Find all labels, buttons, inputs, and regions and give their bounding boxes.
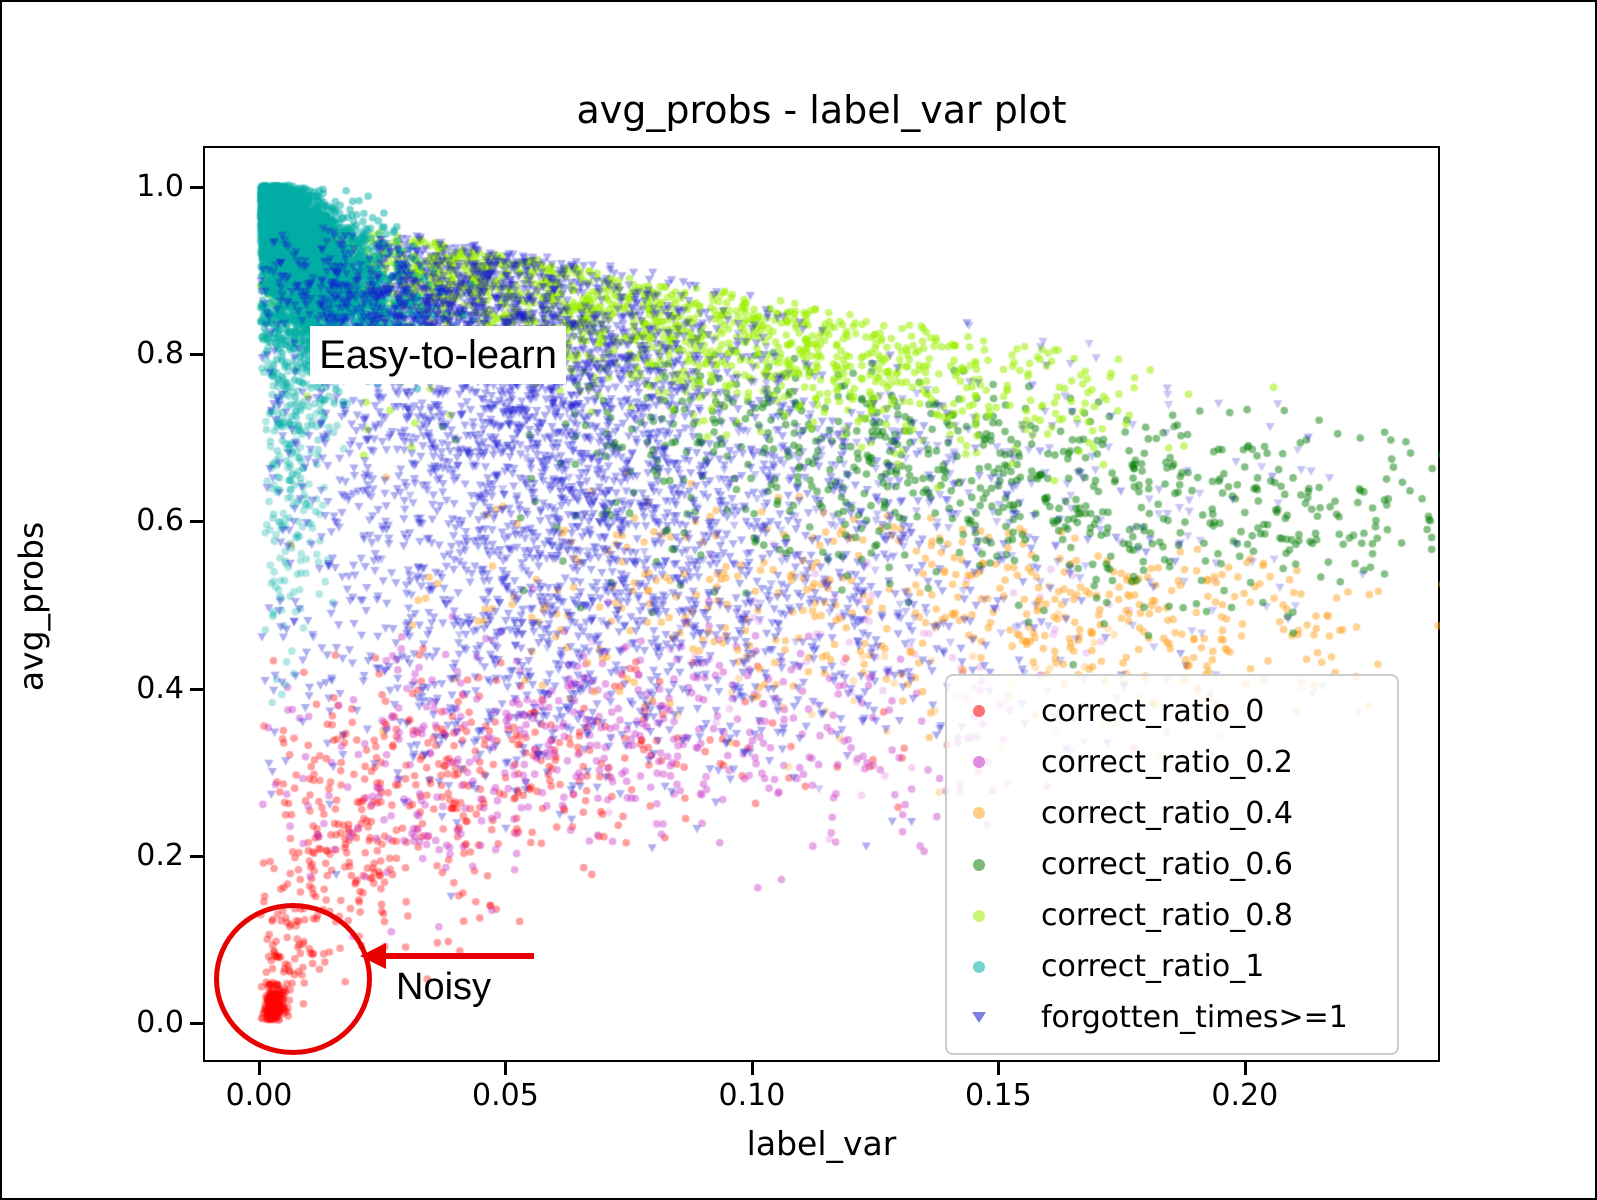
y-axis-label: avg_probs: [11, 521, 51, 692]
legend-marker-correct-ratio-1: [967, 960, 991, 973]
easy-to-learn-annotation: Easy-to-learn: [310, 326, 566, 384]
legend-label: correct_ratio_0.2: [1041, 744, 1293, 780]
legend-marker-correct-ratio-0.4: [967, 807, 991, 820]
y-tick-label: 0.0: [136, 1004, 184, 1040]
x-tick-mark: [997, 1062, 1001, 1075]
y-tick-label: 0.4: [136, 670, 184, 706]
y-tick-mark: [190, 520, 203, 524]
x-tick-mark: [1243, 1062, 1247, 1075]
x-tick-label: 0.05: [472, 1078, 539, 1113]
y-tick-label: 0.8: [136, 336, 184, 372]
legend-row: correct_ratio_1: [967, 945, 1397, 989]
x-axis-label: label_var: [746, 1124, 897, 1163]
x-tick-label: 0.10: [718, 1078, 786, 1113]
dot-icon: [973, 858, 985, 871]
legend-row: correct_ratio_0.6: [967, 843, 1397, 887]
x-tick-mark: [504, 1062, 508, 1075]
legend-label: correct_ratio_1: [1041, 949, 1265, 985]
legend-label: correct_ratio_0.8: [1041, 898, 1293, 934]
dot-icon: [973, 909, 985, 922]
dot-icon: [973, 705, 985, 718]
dot-icon: [973, 807, 985, 820]
legend-row: correct_ratio_0.2: [967, 740, 1397, 784]
plot-title: avg_probs - label_var plot: [576, 88, 1067, 132]
y-tick-mark: [190, 185, 203, 189]
x-tick-label: 0.00: [225, 1078, 293, 1113]
legend-row: correct_ratio_0: [967, 689, 1397, 733]
noisy-annotation: Noisy: [396, 966, 492, 1008]
y-tick-mark: [190, 353, 203, 357]
y-tick-mark: [190, 1021, 203, 1025]
legend: correct_ratio_0 correct_ratio_0.2 correc…: [945, 674, 1399, 1055]
y-tick-mark: [190, 687, 203, 691]
dot-icon: [973, 960, 985, 973]
legend-label: forgotten_times>=1: [1041, 1000, 1348, 1036]
y-tick-label: 0.2: [136, 837, 184, 873]
legend-label: correct_ratio_0: [1041, 693, 1265, 729]
legend-label: correct_ratio_0.4: [1041, 795, 1293, 831]
x-tick-label: 0.20: [1211, 1078, 1279, 1113]
legend-marker-correct-ratio-0.2: [967, 756, 991, 769]
legend-label: correct_ratio_0.6: [1041, 847, 1293, 882]
x-tick-mark: [257, 1062, 261, 1075]
y-tick-label: 0.6: [136, 503, 184, 539]
legend-row: correct_ratio_0.8: [967, 894, 1397, 938]
noisy-arrow-head-icon: [360, 943, 386, 969]
noisy-circle-annotation: [214, 903, 372, 1055]
noisy-arrow-shaft: [384, 953, 534, 959]
y-tick-label: 1.0: [136, 168, 184, 204]
legend-row: correct_ratio_0.4: [967, 791, 1397, 835]
triangle-down-icon: [972, 1012, 986, 1024]
legend-marker-correct-ratio-0.6: [967, 858, 991, 871]
y-tick-mark: [190, 854, 203, 858]
x-tick-mark: [750, 1062, 754, 1075]
legend-row: forgotten_times>=1: [967, 996, 1397, 1040]
legend-marker-correct-ratio-0.8: [967, 909, 991, 922]
legend-marker-correct-ratio-0: [967, 705, 991, 718]
legend-marker-forgotten-times: [967, 1012, 991, 1024]
x-tick-label: 0.15: [964, 1078, 1032, 1113]
dot-icon: [973, 756, 985, 769]
